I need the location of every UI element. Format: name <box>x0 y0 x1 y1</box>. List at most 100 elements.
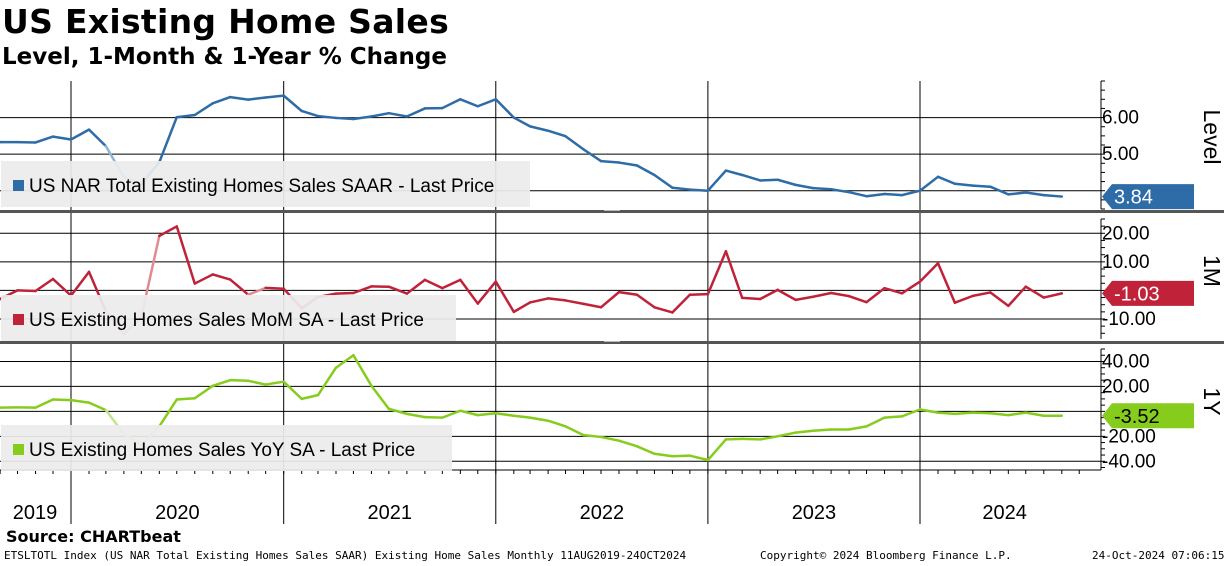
level-series-segment <box>246 96 267 101</box>
legend-box <box>1 425 452 471</box>
series-layer <box>0 94 1064 462</box>
mom-series-segment <box>423 278 444 290</box>
yoy-series-segment <box>582 433 603 439</box>
mom-series-segment <box>528 297 550 304</box>
mom-series-segment <box>246 286 267 296</box>
mom-series-segment <box>688 292 710 296</box>
yoy-series-segment <box>246 379 267 386</box>
panel-separator <box>0 210 1224 213</box>
y-tick-label: 20.00 <box>1102 376 1150 397</box>
separator-handle <box>604 341 620 342</box>
level-series-segment <box>776 178 797 187</box>
chart-title: US Existing Home Sales <box>2 2 450 41</box>
mom-series-segment <box>387 285 409 295</box>
mom-series-segment <box>494 280 516 314</box>
legend-box <box>1 295 456 341</box>
level-series-segment <box>599 159 621 164</box>
legend-label: US Existing Homes Sales MoM SA - Last Pr… <box>29 310 424 331</box>
yoy-series-segment <box>405 412 427 419</box>
level-series-segment <box>900 189 922 197</box>
y-tick-label: -40.00 <box>1102 451 1156 472</box>
level-series-segment <box>971 184 992 188</box>
yoy-series-segment <box>635 445 656 456</box>
mom-series-segment <box>459 278 480 305</box>
panel-axis-label: 1Y <box>1199 387 1224 415</box>
yoy-series-segment <box>334 353 355 369</box>
level-series-segment <box>1024 191 1046 197</box>
level-series-segment <box>459 98 480 108</box>
level-series-segment <box>282 94 303 113</box>
mom-series-segment <box>264 286 285 290</box>
level-series-segment <box>635 164 656 177</box>
level-series-segment <box>794 183 815 190</box>
y-tick-label: -10.00 <box>1102 309 1156 330</box>
mom-series-segment <box>405 278 427 295</box>
y-tick-label: 10.00 <box>1102 252 1150 273</box>
mom-series-segment <box>953 294 975 304</box>
x-year-label: 2020 <box>155 502 200 524</box>
mom-series-segment <box>706 250 728 296</box>
level-series-segment <box>193 102 215 117</box>
level-series-segment <box>953 182 975 187</box>
yoy-series-segment <box>175 397 197 401</box>
level-series-segment <box>69 128 91 141</box>
y-tick-label: 5.00 <box>1102 144 1139 165</box>
level-series-segment <box>811 186 833 191</box>
yoy-series-segment <box>228 378 250 383</box>
yoy-series-segment <box>900 408 922 418</box>
yoy-series-segment <box>688 454 710 462</box>
mom-series-segment <box>1007 285 1028 308</box>
yoy-series-segment <box>158 398 179 428</box>
level-series-segment <box>989 185 1010 196</box>
yoy-series-segment <box>441 409 462 419</box>
panel-separator <box>0 341 1224 344</box>
yoy-series-segment <box>459 409 480 417</box>
level-series-segment <box>316 114 338 120</box>
yoy-series-segment <box>352 353 373 388</box>
mom-series-segment <box>883 286 904 295</box>
level-series-segment <box>476 98 498 108</box>
level-series-segment <box>528 125 550 132</box>
yoy-series-segment <box>528 416 550 422</box>
level-series-segment <box>370 111 391 118</box>
level-series-segment <box>300 109 320 118</box>
mom-series-segment <box>617 290 639 296</box>
level-series-segment <box>653 173 674 190</box>
mom-series-segment <box>918 262 940 283</box>
level-series-segment <box>175 113 197 119</box>
mom-series-segment <box>16 289 37 293</box>
mom-series-segment <box>865 286 886 304</box>
mom-series-segment <box>758 288 779 301</box>
yoy-series-segment <box>476 411 498 417</box>
level-series-segment <box>740 173 762 182</box>
level-series-segment <box>387 111 409 118</box>
ticker-info: ETSLTOTL Index (US NAR Total Existing Ho… <box>4 549 687 562</box>
mom-series-segment <box>740 296 762 301</box>
mom-series-segment <box>175 225 197 285</box>
mom-series-segment <box>441 278 462 290</box>
yoy-series-segment <box>671 454 692 458</box>
yoy-series-segment <box>865 416 886 428</box>
legend-swatch <box>13 180 24 191</box>
yoy-series-segment <box>494 411 516 417</box>
mom-series-segment <box>653 306 674 314</box>
x-year-label: 2023 <box>792 502 837 524</box>
mom-series-segment <box>1024 285 1046 299</box>
copyright: Copyright© 2024 Bloomberg Finance L.P. <box>760 549 1012 562</box>
yoy-series-segment <box>87 401 108 412</box>
yoy-series-segment <box>1024 411 1046 417</box>
source-label: Source: CHARTbeat <box>6 527 181 546</box>
yoy-series-segment <box>282 380 303 401</box>
level-series-segment <box>582 148 603 163</box>
level-series-segment <box>34 135 55 144</box>
legend-label: US NAR Total Existing Homes Sales SAAR -… <box>29 176 494 197</box>
mom-series-segment <box>724 250 744 300</box>
level-series-segment <box>883 192 904 197</box>
yoy-series-segment <box>758 435 779 441</box>
level-series-segment <box>564 134 585 151</box>
mom-series-segment <box>476 280 498 305</box>
yoy-series-segment <box>847 425 868 431</box>
level-series-segment <box>158 115 179 164</box>
yoy-series-segment <box>300 393 320 401</box>
level-series-segment <box>494 98 516 119</box>
